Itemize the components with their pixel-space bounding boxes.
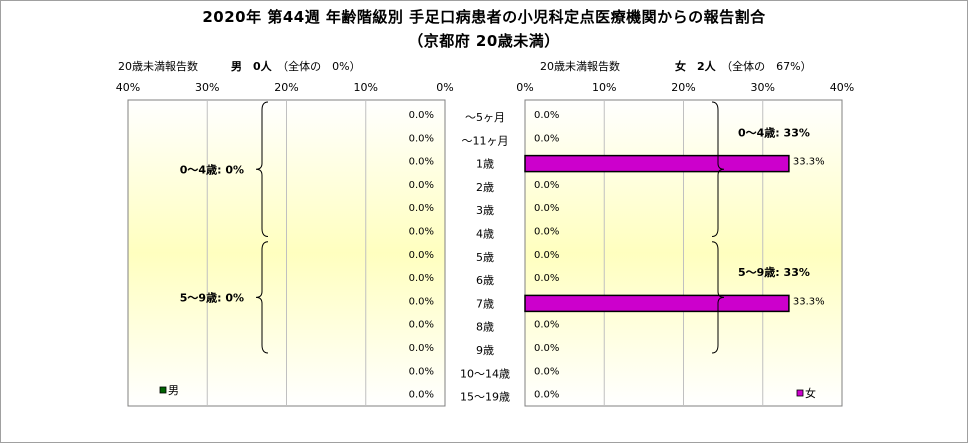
- male-data-label: 0.0%: [409, 366, 434, 377]
- female-data-label: 0.0%: [534, 320, 559, 331]
- age-category-label: 15～19歳: [460, 391, 510, 404]
- female-bar: [524, 294, 790, 313]
- female-data-label: 0.0%: [534, 227, 559, 238]
- left-header: 20歳未満報告数 男 0人 （全体の 0%）: [118, 58, 361, 74]
- chart-subtitle: （京都府 20歳未満）: [408, 32, 560, 50]
- left-header-count: 0人: [253, 60, 272, 73]
- age-category-label: 10～14歳: [460, 367, 510, 380]
- male-data-label: 0.0%: [409, 250, 434, 261]
- female-data-label: 0.0%: [534, 343, 559, 354]
- age-category-label: ～11ヶ月: [462, 134, 509, 147]
- left-tick-label: 40%: [116, 81, 140, 94]
- female-data-label: 0.0%: [534, 390, 559, 401]
- male-data-label: 0.0%: [409, 203, 434, 214]
- male-data-label: 0.0%: [409, 390, 434, 401]
- age-category-label: 9歳: [476, 344, 494, 357]
- age-category-label: ～5ヶ月: [465, 111, 505, 124]
- age-category-label: 5歳: [476, 251, 494, 264]
- age-category-label: 2歳: [476, 181, 494, 194]
- legend-label-male: 男: [168, 384, 179, 397]
- male-data-label: 0.0%: [409, 227, 434, 238]
- male-data-label: 0.0%: [409, 133, 434, 144]
- male-data-label: 0.0%: [409, 296, 434, 307]
- right-header-share: （全体の 67%）: [726, 60, 812, 73]
- right-header-count: 2人: [697, 60, 716, 73]
- female-data-label: 33.3%: [793, 296, 825, 307]
- right-group-label: 5～9歳: 33%: [738, 265, 810, 279]
- female-data-label: 0.0%: [534, 203, 559, 214]
- left-group-brace: [255, 241, 269, 354]
- female-data-label: 0.0%: [534, 273, 559, 284]
- left-tick-label: 0%: [436, 81, 453, 94]
- right-header-label: 20歳未満報告数: [540, 60, 620, 73]
- left-tick-label: 10%: [354, 81, 378, 94]
- right-header: 20歳未満報告数 女 2人 （全体の 67%）: [540, 58, 812, 74]
- female-bar: [524, 154, 790, 173]
- left-group-brace: [255, 101, 269, 237]
- right-group-label: 0～4歳: 33%: [738, 125, 810, 139]
- right-tick-label: 30%: [751, 81, 775, 94]
- female-data-label: 0.0%: [534, 110, 559, 121]
- age-category-label: 4歳: [476, 228, 494, 241]
- female-data-label: 0.0%: [534, 366, 559, 377]
- legend-swatch-male: [159, 386, 167, 394]
- female-data-label: 33.3%: [793, 157, 825, 168]
- male-data-label: 0.0%: [409, 157, 434, 168]
- right-tick-label: 20%: [671, 81, 695, 94]
- right-group-brace: [711, 101, 725, 237]
- female-data-label: 0.0%: [534, 250, 559, 261]
- right-tick-label: 40%: [830, 81, 854, 94]
- male-data-label: 0.0%: [409, 180, 434, 191]
- legend-swatch-female: [796, 389, 804, 397]
- right-tick-label: 10%: [592, 81, 616, 94]
- left-group-label: 0～4歳: 0%: [180, 162, 244, 176]
- age-category-label: 1歳: [476, 158, 494, 171]
- left-header-share: （全体の 0%）: [282, 60, 361, 73]
- left-header-label: 20歳未満報告数: [118, 60, 198, 73]
- female-data-label: 0.0%: [534, 180, 559, 191]
- male-data-label: 0.0%: [409, 343, 434, 354]
- male-data-label: 0.0%: [409, 110, 434, 121]
- age-category-label: 7歳: [476, 297, 494, 310]
- right-group-brace: [711, 241, 725, 354]
- left-tick-label: 20%: [274, 81, 298, 94]
- left-group-label: 5～9歳: 0%: [180, 290, 244, 304]
- chart-title: 2020年 第44週 年齢階級別 手足口病患者の小児科定点医療機関からの報告割合: [202, 8, 766, 26]
- right-header-gender: 女: [675, 60, 686, 73]
- left-tick-label: 30%: [195, 81, 219, 94]
- left-header-gender: 男: [231, 60, 242, 73]
- female-data-label: 0.0%: [534, 133, 559, 144]
- right-tick-label: 0%: [516, 81, 533, 94]
- legend-label-female: 女: [805, 386, 816, 400]
- age-category-label: 8歳: [476, 321, 494, 334]
- male-data-label: 0.0%: [409, 273, 434, 284]
- male-data-label: 0.0%: [409, 320, 434, 331]
- age-category-label: 6歳: [476, 274, 494, 287]
- age-category-label: 3歳: [476, 204, 494, 217]
